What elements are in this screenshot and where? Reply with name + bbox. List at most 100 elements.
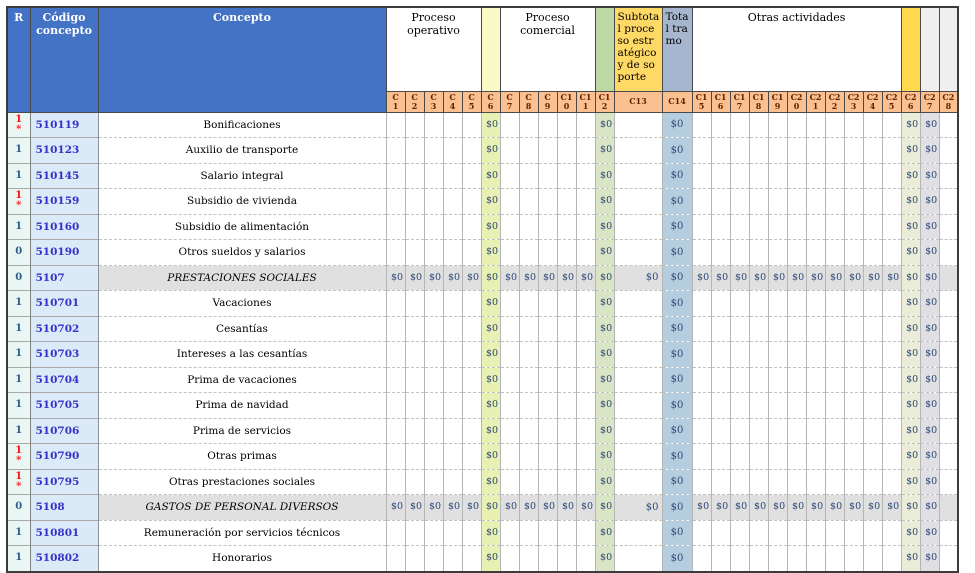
cell-c18[interactable]	[748, 290, 769, 316]
cell-codigo[interactable]: 510801	[29, 519, 99, 546]
cell-c6[interactable]: $0	[480, 443, 500, 469]
cell-c18[interactable]	[748, 239, 769, 265]
cell-c9[interactable]	[537, 188, 557, 214]
cell-c23[interactable]	[843, 519, 864, 546]
cell-c19[interactable]	[767, 341, 788, 367]
cell-c2[interactable]	[404, 162, 424, 189]
cell-c10[interactable]	[556, 519, 576, 546]
cell-c28[interactable]	[938, 545, 959, 572]
cell-c8[interactable]	[518, 392, 538, 418]
cell-c17[interactable]	[729, 188, 750, 214]
cell-c24[interactable]	[862, 417, 883, 444]
cell-r[interactable]: 1 *	[7, 188, 31, 214]
cell-c8[interactable]	[518, 137, 538, 163]
column-label-c11[interactable]: C1 1	[575, 90, 596, 113]
cell-c7[interactable]	[499, 111, 519, 138]
cell-c21[interactable]	[805, 188, 826, 214]
cell-c28[interactable]	[938, 315, 959, 342]
cell-c2[interactable]: $0	[404, 494, 424, 520]
cell-c8[interactable]	[518, 366, 538, 393]
cell-c7[interactable]	[499, 519, 519, 546]
cell-r[interactable]: 1	[7, 545, 31, 572]
cell-c11[interactable]: $0	[575, 494, 596, 520]
cell-c26[interactable]: $0	[900, 341, 921, 367]
cell-c25[interactable]	[881, 417, 902, 444]
cell-c1[interactable]	[385, 392, 405, 418]
cell-c14[interactable]: $0	[661, 545, 693, 572]
cell-c23[interactable]	[843, 290, 864, 316]
cell-c17[interactable]	[729, 443, 750, 469]
cell-r[interactable]: 1	[7, 519, 31, 546]
cell-c11[interactable]	[575, 341, 596, 367]
column-label-c22[interactable]: C2 2	[824, 90, 845, 113]
cell-c18[interactable]	[748, 213, 769, 240]
cell-c28[interactable]	[938, 366, 959, 393]
cell-c15[interactable]	[691, 443, 712, 469]
cell-c8[interactable]	[518, 239, 538, 265]
cell-c26[interactable]: $0	[900, 519, 921, 546]
cell-c2[interactable]	[404, 519, 424, 546]
cell-c28[interactable]	[938, 417, 959, 444]
cell-c26[interactable]: $0	[900, 366, 921, 393]
cell-c26[interactable]: $0	[900, 239, 921, 265]
cell-c2[interactable]	[404, 315, 424, 342]
cell-c12[interactable]: $0	[594, 137, 615, 163]
cell-c18[interactable]: $0	[748, 494, 769, 520]
cell-c27[interactable]: $0	[919, 443, 940, 469]
cell-c6[interactable]: $0	[480, 315, 500, 342]
cell-c5[interactable]	[461, 545, 481, 572]
cell-c5[interactable]: $0	[461, 264, 481, 291]
cell-c16[interactable]	[710, 366, 731, 393]
cell-c12[interactable]: $0	[594, 213, 615, 240]
cell-c11[interactable]: $0	[575, 264, 596, 291]
cell-c18[interactable]	[748, 137, 769, 163]
cell-c17[interactable]	[729, 417, 750, 444]
cell-c14[interactable]: $0	[661, 315, 693, 342]
cell-codigo[interactable]: 510190	[29, 239, 99, 265]
cell-c26[interactable]: $0	[900, 137, 921, 163]
cell-c1[interactable]	[385, 417, 405, 444]
cell-c20[interactable]	[786, 341, 807, 367]
cell-c9[interactable]	[537, 417, 557, 444]
cell-c16[interactable]	[710, 213, 731, 240]
cell-c1[interactable]	[385, 290, 405, 316]
cell-c8[interactable]	[518, 213, 538, 240]
cell-c18[interactable]	[748, 519, 769, 546]
cell-c27[interactable]: $0	[919, 137, 940, 163]
cell-concepto[interactable]: Otros sueldos y salarios	[97, 239, 386, 265]
cell-c26[interactable]: $0	[900, 545, 921, 572]
cell-c4[interactable]	[442, 290, 462, 316]
cell-c12[interactable]: $0	[594, 290, 615, 316]
cell-c23[interactable]: $0	[843, 264, 864, 291]
cell-c3[interactable]	[423, 545, 443, 572]
cell-c23[interactable]	[843, 341, 864, 367]
cell-codigo[interactable]: 510795	[29, 468, 99, 495]
cell-c19[interactable]	[767, 519, 788, 546]
cell-c22[interactable]: $0	[824, 494, 845, 520]
cell-c16[interactable]	[710, 239, 731, 265]
cell-c17[interactable]	[729, 366, 750, 393]
cell-c9[interactable]: $0	[537, 264, 557, 291]
cell-c4[interactable]	[442, 162, 462, 189]
cell-c23[interactable]	[843, 468, 864, 495]
cell-c27[interactable]: $0	[919, 392, 940, 418]
cell-concepto[interactable]: Bonificaciones	[97, 111, 386, 138]
cell-c5[interactable]	[461, 162, 481, 189]
cell-c13[interactable]	[613, 213, 663, 240]
cell-c8[interactable]	[518, 545, 538, 572]
cell-c5[interactable]	[461, 290, 481, 316]
cell-c21[interactable]	[805, 111, 826, 138]
cell-c22[interactable]: $0	[824, 264, 845, 291]
cell-c19[interactable]	[767, 239, 788, 265]
cell-c11[interactable]	[575, 162, 596, 189]
cell-c12[interactable]: $0	[594, 417, 615, 444]
cell-c4[interactable]	[442, 239, 462, 265]
cell-c5[interactable]	[461, 137, 481, 163]
cell-c19[interactable]	[767, 545, 788, 572]
cell-c14[interactable]: $0	[661, 366, 693, 393]
cell-r[interactable]: 1	[7, 213, 31, 240]
cell-c26[interactable]: $0	[900, 494, 921, 520]
cell-c15[interactable]	[691, 392, 712, 418]
cell-c10[interactable]	[556, 162, 576, 189]
cell-c9[interactable]	[537, 519, 557, 546]
